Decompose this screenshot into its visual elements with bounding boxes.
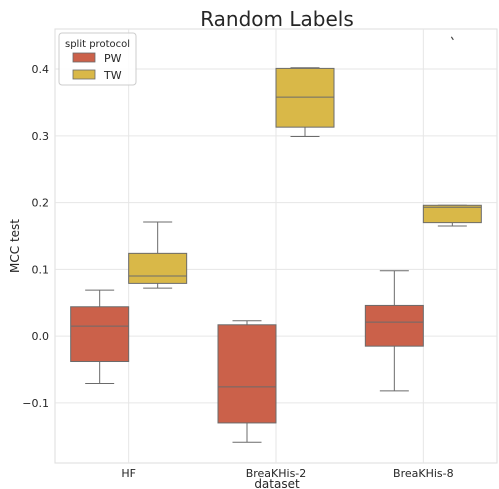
- y-tick-label: 0.3: [32, 130, 50, 143]
- box-iqr: [422, 204, 482, 224]
- x-tick-label: BreaKHis-2: [246, 467, 307, 480]
- box-pw-breakhis-2: [217, 320, 277, 443]
- legend-swatch-tw: [72, 69, 96, 80]
- y-tick-label: −0.1: [22, 397, 49, 410]
- legend-label-pw: PW: [104, 52, 122, 65]
- legend-swatch-pw: [72, 52, 96, 63]
- box-pw-hf: [70, 289, 130, 385]
- box-iqr: [275, 67, 335, 128]
- box-iqr: [128, 252, 188, 284]
- box-groups: [70, 36, 482, 443]
- legend-items: PW TW: [72, 52, 122, 82]
- box-tw-hf: [128, 221, 188, 289]
- box-tw-breakhis-8: [422, 36, 482, 227]
- legend-title: split protocol: [65, 39, 130, 50]
- x-tick-label: HF: [121, 467, 136, 480]
- y-tick-label: 0.1: [32, 263, 50, 276]
- legend-label-tw: TW: [103, 69, 122, 82]
- x-axis-ticks: HF BreaKHis-2 BreaKHis-8: [121, 467, 453, 480]
- chart-title: Random Labels: [200, 7, 354, 31]
- box-pw-breakhis-8: [364, 270, 424, 392]
- y-axis-ticks: −0.1 0.0 0.1 0.2 0.3 0.4: [22, 63, 49, 410]
- x-tick-label: BreaKHis-8: [393, 467, 454, 480]
- box-iqr: [364, 304, 424, 347]
- box-iqr: [70, 306, 130, 363]
- x-axis-label: dataset: [254, 477, 300, 489]
- outlier-point: [450, 36, 454, 41]
- box-tw-breakhis-2: [275, 67, 335, 137]
- y-axis-label: MCC test: [8, 219, 22, 273]
- box-iqr: [217, 324, 277, 424]
- legend: split protocol PW TW: [58, 32, 137, 86]
- y-tick-label: 0.4: [32, 63, 50, 76]
- y-tick-label: 0.0: [32, 330, 50, 343]
- y-tick-label: 0.2: [32, 197, 50, 210]
